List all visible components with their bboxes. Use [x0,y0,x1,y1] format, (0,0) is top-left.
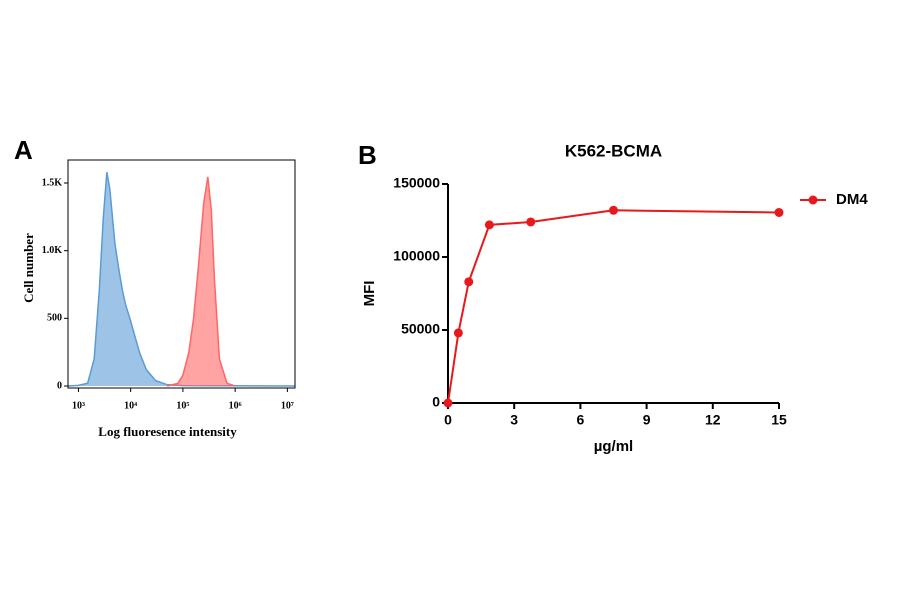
y-tick-label: 50000 [401,321,440,337]
data-line [447,209,780,404]
x-tick-label: 10⁵ [176,400,189,411]
area-line [166,176,236,387]
y-tick-label: 150000 [393,175,440,191]
data-point [453,328,463,338]
panel-label: B [358,140,377,170]
x-tick-label: 9 [643,412,651,428]
data-point [526,217,536,227]
x-axis-title: µg/ml [594,438,633,455]
panel-label: A [14,135,33,165]
y-tick-label: 1.0K [42,245,63,256]
chart-title: K562-BCMA [565,141,662,160]
y-tick-label: 0 [432,394,440,410]
legend-label: DM4 [836,191,868,208]
area-fill [68,172,295,386]
y-axis-title: Cell number [21,233,36,303]
plot-frame [67,159,296,389]
y-tick-label: 1.5K [42,177,63,188]
legend-marker [808,195,818,205]
area-line [67,172,296,387]
x-tick-label: 0 [444,412,452,428]
y-tick-label: 500 [47,313,62,324]
area-fill [167,176,236,386]
y-tick-label: 0 [57,380,62,391]
y-tick-label: 100000 [393,248,440,264]
x-tick-label: 10⁷ [281,400,294,411]
data-point [774,207,784,217]
x-tick-label: 3 [510,412,518,428]
x-tick-label: 6 [577,412,585,428]
x-axis-title: Log fluoresence intensity [98,424,237,439]
data-point [484,220,494,230]
x-tick-label: 10⁶ [229,400,242,411]
data-point [464,277,474,287]
y-axis-title: MFI [361,281,378,307]
data-point [609,205,618,215]
x-tick-label: 15 [771,412,787,428]
data-point [443,398,453,408]
x-tick-label: 10⁴ [124,400,137,411]
x-tick-label: 10³ [72,400,85,411]
x-tick-label: 12 [705,412,721,428]
